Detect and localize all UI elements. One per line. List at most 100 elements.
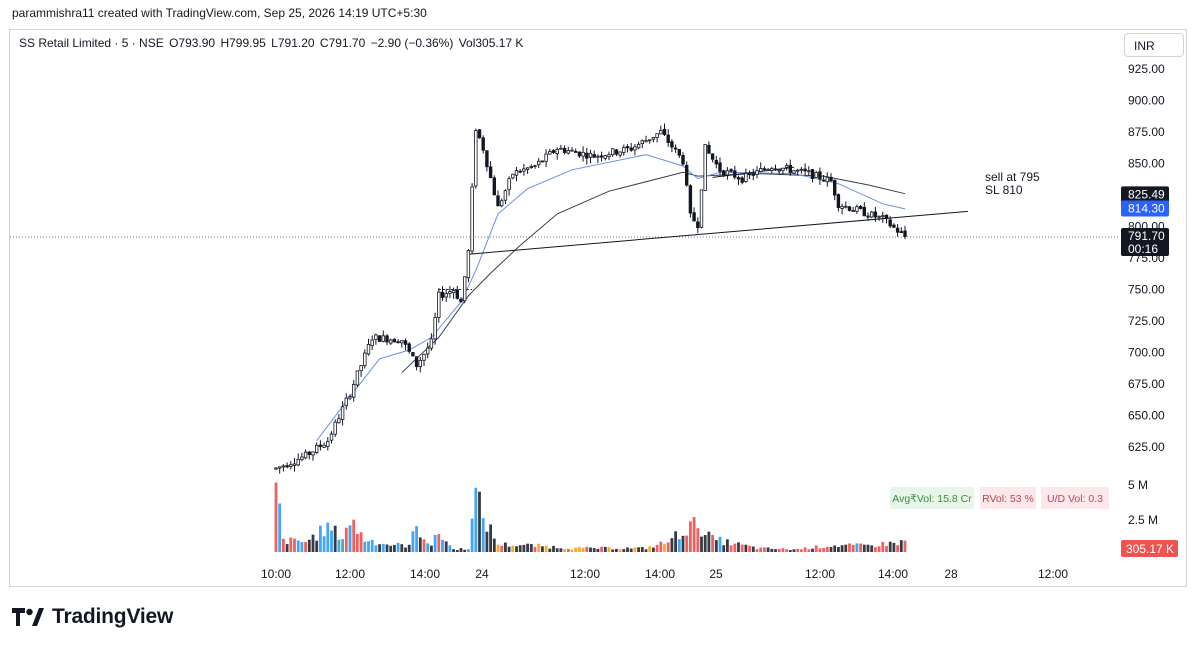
candle-body [700, 190, 703, 227]
candle-body [327, 441, 330, 446]
tradingview-logo[interactable]: TradingView [12, 604, 173, 630]
candle-body [859, 206, 862, 208]
candle-body [386, 336, 389, 342]
volume-bar [523, 545, 526, 552]
volume-bar [900, 540, 903, 552]
volume-bar [526, 544, 529, 552]
candle-body [882, 216, 885, 217]
volume-bar [552, 546, 555, 552]
tradingview-logo-icon [12, 608, 44, 626]
candle-body [301, 457, 304, 460]
volume-bar [667, 542, 670, 552]
volume-bar [693, 517, 696, 552]
volume-bar [571, 550, 574, 552]
candle-body [804, 169, 807, 171]
candle-body [741, 178, 744, 182]
volume-bar [626, 547, 629, 552]
candle-body [822, 180, 825, 181]
candle-body [345, 398, 348, 406]
volume-bar [363, 542, 366, 552]
volume-bar [308, 540, 311, 552]
volume-bar [534, 547, 537, 552]
candle-body [885, 215, 888, 218]
price-label: 814.30 [1128, 201, 1165, 215]
ma-slow-line [402, 172, 905, 372]
volume-bar [504, 543, 507, 552]
candle-body [763, 169, 766, 170]
volume-bar [878, 546, 881, 552]
volume-bar [326, 523, 329, 552]
volume-bar [656, 545, 659, 552]
candle-body [545, 154, 548, 161]
volume-bar [637, 547, 640, 552]
volume-bar [830, 547, 833, 552]
volume-bar [874, 547, 877, 552]
volume-bar [412, 531, 415, 552]
volume-bar [297, 540, 300, 552]
candle-body [423, 354, 426, 360]
volume-bar [315, 541, 318, 552]
x-tick-label: 28 [944, 567, 958, 581]
volume-bar [408, 545, 411, 552]
volume-bar [345, 528, 348, 552]
volume-bar [752, 547, 755, 552]
volume-bar [508, 547, 511, 552]
volume-bar [608, 547, 611, 552]
volume-bar [563, 549, 566, 552]
volume-bar [778, 549, 781, 552]
candle-body [449, 291, 452, 293]
candle-body [508, 179, 511, 190]
volume-bar [819, 548, 822, 552]
candle-body [352, 384, 355, 397]
candle-body [341, 407, 344, 420]
candle-body [815, 172, 818, 177]
volume-bar [467, 549, 470, 552]
candle-body [778, 170, 781, 171]
volume-bar [449, 545, 452, 552]
volume-bar [893, 543, 896, 552]
volume-bar [334, 526, 337, 552]
volume-bar [441, 540, 444, 552]
volume-bar [382, 544, 385, 552]
volume-bar [704, 535, 707, 552]
volume-bar [548, 549, 551, 552]
volume-bar [800, 549, 803, 552]
chart-annotation: SL 810 [985, 183, 1023, 197]
volume-bar [767, 547, 770, 552]
candle-body [586, 153, 589, 158]
volume-bar [604, 547, 607, 552]
candle-body [793, 171, 796, 173]
volume-bar [611, 550, 614, 552]
volume-bar [371, 540, 374, 552]
volume-bar [419, 537, 422, 552]
volume-bar [641, 547, 644, 552]
candle-body [375, 335, 378, 340]
volume-bar [826, 547, 829, 552]
volume-bar [663, 544, 666, 552]
candle-body [541, 161, 544, 162]
x-tick-label: 10:00 [261, 567, 291, 581]
volume-bar [582, 548, 585, 552]
candle-body [330, 434, 333, 440]
volume-bar [726, 539, 729, 552]
candle-body [556, 150, 559, 154]
candles-layer [275, 123, 907, 473]
volume-bar [400, 544, 403, 552]
candle-body [526, 168, 529, 170]
volume-bar [841, 545, 844, 552]
candle-body [660, 130, 663, 133]
x-tick-label: 14:00 [645, 567, 675, 581]
countdown-label: 00:16 [1128, 242, 1158, 256]
volume-axis-label: 2.5 M [1128, 513, 1158, 527]
candle-body [486, 151, 489, 167]
candle-body [537, 161, 540, 164]
candle-body [334, 422, 337, 434]
volume-bar [375, 545, 378, 552]
candle-body [682, 155, 685, 164]
volume-bar [867, 545, 870, 552]
candle-body [808, 171, 811, 172]
volume-bar [804, 547, 807, 552]
candle-body [726, 171, 729, 175]
candle-body [500, 201, 503, 206]
